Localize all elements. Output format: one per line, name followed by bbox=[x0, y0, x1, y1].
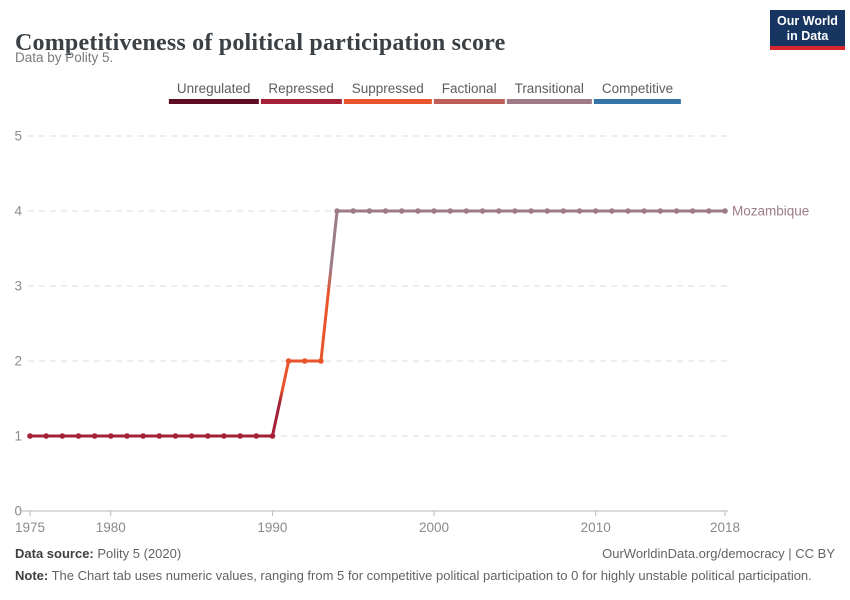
data-point[interactable] bbox=[512, 208, 518, 214]
data-source-label: Data source: bbox=[15, 546, 94, 561]
note-text: The Chart tab uses numeric values, rangi… bbox=[51, 568, 812, 583]
data-point[interactable] bbox=[237, 433, 243, 439]
legend-item-label: Factional bbox=[441, 81, 497, 96]
data-point[interactable] bbox=[415, 208, 421, 214]
data-point[interactable] bbox=[657, 208, 664, 214]
data-point[interactable] bbox=[269, 433, 276, 439]
legend-color-bar bbox=[593, 99, 682, 104]
legend-item-label: Repressed bbox=[268, 81, 334, 96]
data-point[interactable] bbox=[334, 208, 340, 214]
legend-item-transitional[interactable]: Transitional bbox=[506, 81, 592, 104]
data-point[interactable] bbox=[528, 208, 534, 214]
data-point[interactable] bbox=[479, 208, 486, 214]
y-axis-tick-label: 3 bbox=[14, 279, 22, 294]
legend-color-bar bbox=[433, 99, 505, 104]
data-point[interactable] bbox=[560, 208, 567, 214]
data-point[interactable] bbox=[188, 433, 195, 439]
data-point[interactable] bbox=[625, 208, 631, 214]
data-point[interactable] bbox=[689, 208, 696, 214]
x-axis-tick-label: 1975 bbox=[15, 520, 45, 535]
legend: Unregulated Repressed Suppressed Factional T… bbox=[168, 81, 682, 104]
legend-color-bar bbox=[343, 99, 432, 104]
series-label[interactable]: Mozambique bbox=[732, 204, 809, 219]
data-point[interactable] bbox=[431, 208, 437, 214]
legend-item-competitive[interactable]: Competitive bbox=[593, 81, 682, 104]
data-point[interactable] bbox=[463, 208, 470, 214]
data-point[interactable] bbox=[318, 358, 324, 364]
legend-item-label: Unregulated bbox=[176, 81, 251, 96]
legend-color-bar bbox=[506, 99, 592, 104]
x-axis-tick-label: 1980 bbox=[96, 520, 126, 535]
data-point[interactable] bbox=[172, 433, 179, 439]
data-point[interactable] bbox=[204, 433, 211, 439]
data-point[interactable] bbox=[140, 433, 146, 439]
owid-citation-link[interactable]: OurWorldinData.org/democracy | CC BY bbox=[602, 546, 835, 561]
data-point[interactable] bbox=[641, 208, 647, 214]
data-point[interactable] bbox=[673, 208, 680, 214]
y-axis-tick-label: 1 bbox=[14, 429, 22, 444]
owid-logo[interactable]: Our World in Data bbox=[770, 10, 845, 50]
data-point[interactable] bbox=[124, 433, 130, 439]
data-point[interactable] bbox=[91, 433, 98, 439]
data-point[interactable] bbox=[108, 433, 114, 439]
data-point[interactable] bbox=[350, 208, 357, 214]
data-point[interactable] bbox=[592, 208, 599, 214]
data-point[interactable] bbox=[447, 208, 454, 214]
data-point[interactable] bbox=[398, 208, 405, 214]
data-point[interactable] bbox=[75, 433, 82, 439]
data-point[interactable] bbox=[706, 208, 712, 214]
data-source-value: Polity 5 (2020) bbox=[97, 546, 182, 561]
data-point[interactable] bbox=[366, 208, 373, 214]
data-point[interactable] bbox=[382, 208, 389, 214]
x-axis-tick-label: 2000 bbox=[419, 520, 449, 535]
series-line-segment[interactable] bbox=[270, 360, 291, 437]
data-source: Data source: Polity 5 (2020) bbox=[15, 546, 181, 561]
legend-item-label: Suppressed bbox=[351, 81, 424, 96]
legend-item-repressed[interactable]: Repressed bbox=[260, 81, 342, 104]
page-title: Competitiveness of political participati… bbox=[15, 30, 506, 57]
data-point[interactable] bbox=[301, 358, 308, 364]
data-point[interactable] bbox=[27, 433, 33, 439]
y-axis-tick-label: 0 bbox=[14, 504, 22, 519]
data-point[interactable] bbox=[156, 433, 163, 439]
legend-item-unregulated[interactable]: Unregulated bbox=[168, 81, 259, 104]
data-point[interactable] bbox=[722, 208, 728, 214]
x-axis-tick-label: 1990 bbox=[257, 520, 287, 535]
y-axis-tick-label: 4 bbox=[14, 204, 22, 219]
y-axis-tick-label: 2 bbox=[14, 354, 22, 369]
data-point[interactable] bbox=[221, 433, 227, 439]
legend-color-bar bbox=[260, 99, 342, 104]
owid-logo-line2: in Data bbox=[786, 28, 829, 43]
data-point[interactable] bbox=[59, 433, 66, 439]
legend-item-suppressed[interactable]: Suppressed bbox=[343, 81, 432, 104]
data-point[interactable] bbox=[576, 208, 583, 214]
data-point[interactable] bbox=[43, 433, 49, 439]
y-axis-tick-label: 5 bbox=[14, 129, 22, 144]
data-point[interactable] bbox=[285, 358, 292, 364]
series-line-segment[interactable] bbox=[319, 210, 339, 362]
x-axis-tick-label: 2010 bbox=[581, 520, 611, 535]
data-point[interactable] bbox=[609, 208, 615, 214]
data-point[interactable] bbox=[544, 208, 551, 214]
note-label: Note: bbox=[15, 568, 49, 583]
chart-footer: Data source: Polity 5 (2020) OurWorldinD… bbox=[15, 546, 835, 583]
legend-color-bar bbox=[168, 99, 259, 104]
legend-item-factional[interactable]: Factional bbox=[433, 81, 505, 104]
x-axis-tick-label: 2018 bbox=[710, 520, 740, 535]
owid-logo-line1: Our World bbox=[777, 14, 838, 28]
chart-subtitle: Data by Polity 5. bbox=[15, 50, 114, 65]
data-point[interactable] bbox=[495, 208, 502, 214]
legend-item-label: Competitive bbox=[601, 81, 674, 96]
legend-item-label: Transitional bbox=[514, 81, 584, 96]
data-point[interactable] bbox=[253, 433, 260, 439]
